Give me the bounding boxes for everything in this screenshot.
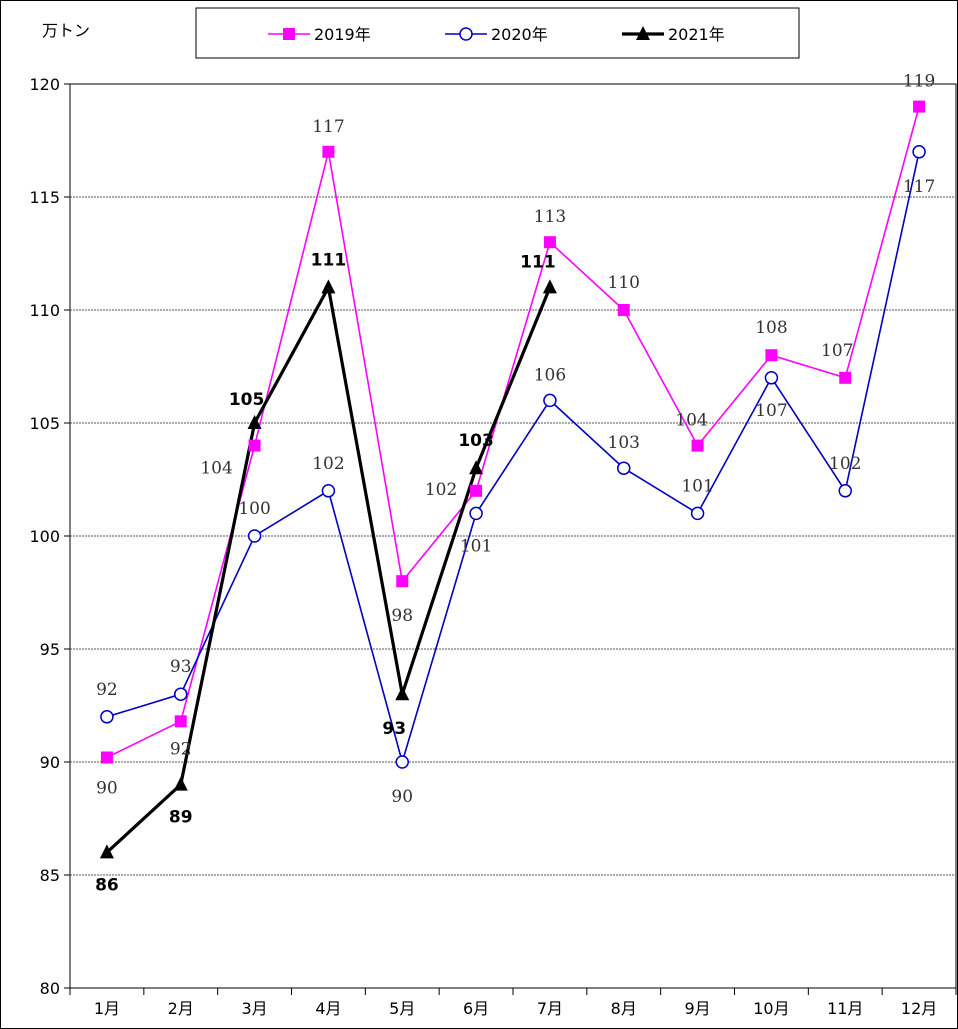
data-label-2019: 119 (903, 72, 935, 92)
data-label-2020: 107 (755, 401, 787, 421)
point-2020 (101, 711, 113, 723)
data-label-2020: 103 (608, 433, 640, 453)
x-tick-label: 6月 (463, 999, 489, 1018)
y-tick-label: 85 (40, 866, 60, 885)
point-2019 (765, 349, 777, 361)
data-label-2020: 90 (391, 787, 413, 807)
point-2020 (765, 372, 777, 384)
y-tick-label: 110 (29, 301, 60, 320)
point-2019 (692, 440, 704, 452)
point-2020 (692, 507, 704, 519)
point-2019 (839, 372, 851, 384)
x-tick-label: 1月 (94, 999, 120, 1018)
x-tick-label: 4月 (315, 999, 341, 1018)
y-tick-label: 105 (29, 414, 60, 433)
data-label-2019: 113 (534, 207, 566, 227)
data-label-2020: 106 (534, 365, 566, 385)
data-label-2019: 104 (675, 411, 707, 431)
data-label-2020: 117 (903, 177, 935, 197)
data-label-2019: 90 (96, 778, 118, 798)
x-tick-label: 11月 (827, 999, 863, 1018)
x-tick-label: 8月 (611, 999, 637, 1018)
y-unit-label: 万トン (42, 21, 90, 40)
data-label-2020: 92 (96, 680, 118, 700)
data-label-2019: 92 (170, 739, 192, 759)
legend-label-2021: 2021年 (668, 25, 725, 44)
data-label-2021: 86 (95, 875, 119, 895)
data-label-2021: 89 (169, 808, 193, 828)
data-label-2021: 103 (458, 431, 494, 451)
point-2019 (101, 751, 113, 763)
data-label-2021: 111 (311, 250, 347, 270)
data-label-2020: 101 (460, 536, 492, 556)
data-label-2020: 102 (312, 454, 344, 474)
point-2020 (544, 394, 556, 406)
point-2020 (839, 485, 851, 497)
point-2019 (470, 485, 482, 497)
y-tick-label: 115 (29, 188, 60, 207)
data-label-2019: 102 (425, 480, 457, 500)
point-2020 (396, 756, 408, 768)
data-label-2019: 108 (755, 318, 787, 338)
legend: 2019年 2020年 2021年 (196, 8, 799, 58)
data-label-2021: 93 (382, 719, 406, 739)
legend-label-2019: 2019年 (314, 25, 371, 44)
data-label-2019: 104 (200, 459, 232, 479)
point-2020 (470, 507, 482, 519)
point-2020 (618, 462, 630, 474)
y-tick-label: 100 (29, 527, 60, 546)
data-label-2019: 98 (391, 606, 413, 626)
point-2020 (913, 146, 925, 158)
y-tick-label: 80 (40, 979, 60, 998)
legend-marker-2019 (283, 28, 295, 40)
point-2019 (913, 101, 925, 113)
data-label-2019: 107 (821, 341, 853, 361)
x-tick-label: 3月 (241, 999, 267, 1018)
x-tick-label: 9月 (684, 999, 710, 1018)
point-2019 (249, 440, 261, 452)
x-tick-label: 10月 (753, 999, 789, 1018)
y-tick-label: 120 (29, 75, 60, 94)
point-2020 (249, 530, 261, 542)
x-tick-label: 2月 (168, 999, 194, 1018)
y-tick-label: 90 (40, 753, 60, 772)
point-2019 (322, 146, 334, 158)
point-2019 (175, 715, 187, 727)
data-label-2019: 110 (608, 273, 640, 293)
data-label-2020: 101 (681, 476, 713, 496)
data-label-2020: 102 (829, 454, 861, 474)
plot-area: 80 85 90 95 100 105 110 115 120 1月 2月 3月 4月 5月 6月 7月 8月… (29, 72, 956, 1018)
data-label-2021: 105 (229, 390, 265, 410)
data-label-2019: 117 (312, 117, 344, 137)
point-2020 (175, 688, 187, 700)
data-label-2020: 93 (170, 657, 192, 677)
x-tick-label: 5月 (389, 999, 415, 1018)
y-tick-label: 95 (40, 640, 60, 659)
legend-marker-2020 (460, 28, 472, 40)
x-tick-label: 12月 (901, 999, 937, 1018)
legend-label-2020: 2020年 (491, 25, 548, 44)
data-label-2021: 111 (520, 252, 556, 272)
point-2019 (544, 236, 556, 248)
point-2019 (396, 575, 408, 587)
point-2020 (322, 485, 334, 497)
point-2019 (618, 304, 630, 316)
x-tick-label: 7月 (537, 999, 563, 1018)
data-label-2020: 100 (238, 499, 270, 519)
